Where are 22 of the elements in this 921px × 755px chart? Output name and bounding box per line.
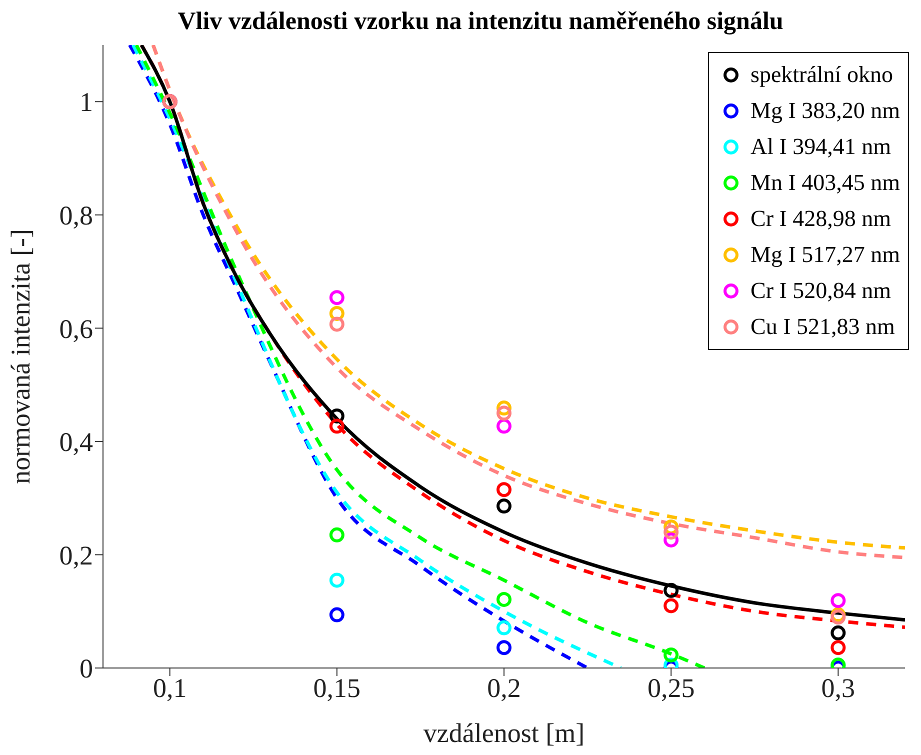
legend-label: Cu I 521,83 nm <box>750 313 895 341</box>
x-tick-label: 0,1 <box>152 673 187 704</box>
legend-label: Cr I 428,98 nm <box>750 205 892 233</box>
x-tick-label: 0,15 <box>313 673 361 704</box>
legend-label: Mg I 517,27 nm <box>750 241 900 269</box>
y-tick-label: 0 <box>80 654 93 684</box>
y-tick-label: 0,2 <box>59 540 93 570</box>
legend-label: Cr I 520,84 nm <box>750 277 892 305</box>
y-axis-title: normovaná intenzita [-] <box>6 229 36 484</box>
legend-label: Mn I 403,45 nm <box>750 169 900 197</box>
chart-title: Vliv vzdálenosti vzorku na intenzitu naměřeného signálu <box>176 8 784 36</box>
x-tick-label: 0,25 <box>647 673 695 704</box>
y-tick-label: 0,4 <box>59 427 94 458</box>
legend-label: Mg I 383,20 nm <box>750 97 900 125</box>
legend-label: Al I 394,41 nm <box>750 133 892 161</box>
x-tick-label: 0,3 <box>821 673 856 704</box>
y-tick-label: 0,8 <box>59 200 93 230</box>
y-tick-label: 1 <box>80 87 93 118</box>
x-tick-label: 0,2 <box>487 673 521 704</box>
x-axis-title: vzdálenost [m] <box>423 718 585 748</box>
legend-label: spektrální okno <box>750 61 893 89</box>
y-tick-label: 0,6 <box>59 314 93 344</box>
